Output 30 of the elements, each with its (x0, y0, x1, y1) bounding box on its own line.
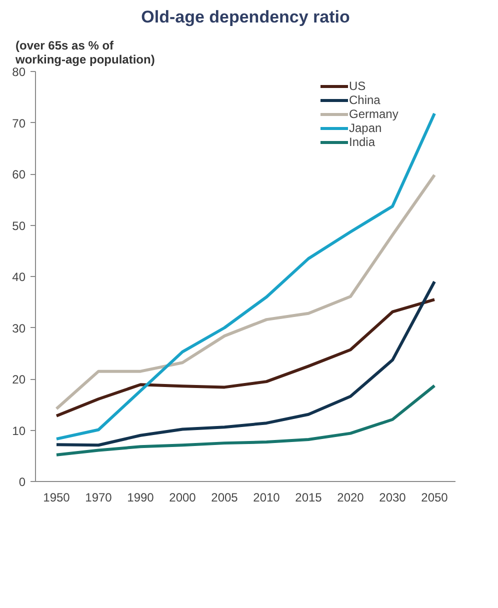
x-tick-label: 1950 (43, 490, 70, 504)
y-tick-label: 40 (12, 270, 26, 284)
y-axis-title: (over 65s as % of working-age population) (14, 38, 155, 66)
legend-label: Japan (349, 121, 382, 135)
y-tick-label: 70 (12, 116, 26, 130)
x-tick-label: 2020 (337, 490, 364, 504)
y-tick-label: 80 (12, 65, 26, 79)
x-tick-label: 2000 (169, 490, 196, 504)
chart-title: Old-age dependency ratio (141, 8, 350, 26)
y-tick-label: 50 (12, 218, 26, 233)
x-tick-label: 2010 (253, 490, 280, 504)
y-tick-label: 10 (12, 424, 26, 438)
y-tick-label: 20 (12, 372, 26, 386)
legend-label: India (349, 135, 376, 149)
x-tick-label: 2030 (379, 490, 406, 504)
y-tick-label: 60 (12, 168, 26, 182)
line-series (55, 280, 436, 447)
x-tick-label: 2050 (421, 490, 448, 504)
x-tick-label: 2015 (295, 490, 322, 504)
legend-label: China (349, 93, 380, 107)
legend-label: Germany (349, 107, 398, 121)
line-series (55, 174, 436, 410)
line-series (55, 384, 436, 456)
x-tick-label: 1990 (127, 490, 154, 504)
x-tick-label: 1970 (85, 490, 112, 504)
y-tick-label: 30 (12, 321, 26, 336)
x-tick-label: 2005 (211, 490, 238, 504)
line-series (55, 298, 436, 418)
legend-label: US (349, 79, 367, 93)
y-tick-label: 0 (18, 475, 26, 489)
